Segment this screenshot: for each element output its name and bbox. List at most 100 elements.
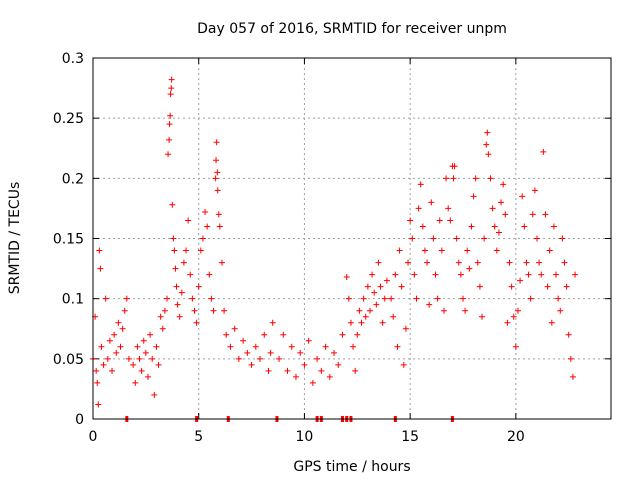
data-point <box>113 349 120 356</box>
data-point <box>297 349 304 356</box>
data-point <box>468 223 475 230</box>
data-point <box>563 283 570 290</box>
data-point <box>171 247 178 254</box>
y-tick-label: 0.3 <box>62 51 84 67</box>
data-point <box>172 265 179 272</box>
data-point <box>235 355 242 362</box>
data-point <box>481 235 488 242</box>
data-point <box>352 367 359 374</box>
data-point <box>572 271 579 278</box>
data-point <box>221 307 228 314</box>
data-point <box>510 313 517 320</box>
data-point <box>527 295 534 302</box>
data-point <box>244 349 251 356</box>
data-point <box>343 274 350 281</box>
data-point <box>187 271 194 278</box>
data-point <box>557 307 564 314</box>
data-point <box>280 331 287 338</box>
data-point <box>197 247 204 254</box>
plot-frame <box>92 57 612 420</box>
data-point <box>487 175 494 182</box>
data-point <box>173 283 180 290</box>
data-point <box>561 259 568 266</box>
data-point <box>407 217 414 224</box>
data-point <box>369 271 376 278</box>
data-point <box>546 247 553 254</box>
data-point <box>322 343 329 350</box>
data-point <box>231 325 238 332</box>
data-point <box>362 313 369 320</box>
data-point <box>402 325 409 332</box>
data-point <box>305 337 312 344</box>
data-point <box>176 313 183 320</box>
y-tick-label: 0.1 <box>62 292 84 308</box>
data-point <box>178 289 185 296</box>
data-point <box>371 289 378 296</box>
data-point <box>443 175 450 182</box>
data-point <box>548 319 555 326</box>
data-point <box>358 319 365 326</box>
data-point <box>502 211 509 218</box>
y-tick-label: 0.15 <box>53 232 84 248</box>
data-point <box>166 136 173 143</box>
data-point <box>489 205 496 212</box>
x-tick-label: 20 <box>507 429 525 445</box>
data-point <box>215 211 222 218</box>
data-point <box>498 199 505 206</box>
data-point <box>132 379 139 386</box>
data-point <box>159 325 166 332</box>
y-axis-label: SRMTID / TECUs <box>7 182 23 295</box>
data-point <box>476 283 483 290</box>
data-point <box>183 247 190 254</box>
data-point <box>309 379 316 386</box>
data-point <box>421 247 428 254</box>
data-point <box>479 313 486 320</box>
data-point <box>483 141 490 148</box>
data-point <box>430 235 437 242</box>
data-point <box>466 265 473 272</box>
data-point <box>550 223 557 230</box>
data-point <box>396 247 403 254</box>
data-point <box>525 271 532 278</box>
data-point <box>559 235 566 242</box>
chart-title: Day 057 of 2016, SRMTID for receiver unp… <box>197 21 507 37</box>
data-point <box>400 361 407 368</box>
data-point <box>345 295 352 302</box>
data-point <box>214 187 221 194</box>
data-point <box>538 271 545 278</box>
data-point <box>536 259 543 266</box>
data-point <box>462 307 469 314</box>
data-point <box>472 175 479 182</box>
data-point <box>93 367 100 374</box>
data-point <box>153 343 160 350</box>
data-point <box>326 373 333 380</box>
x-axis-label: GPS time / hours <box>293 459 410 475</box>
data-point <box>191 307 198 314</box>
data-point <box>521 223 528 230</box>
data-point <box>180 259 187 266</box>
data-point <box>170 235 177 242</box>
y-tick-label: 0.25 <box>53 111 84 127</box>
data-point <box>102 295 109 302</box>
data-point <box>121 307 128 314</box>
data-point <box>284 367 291 374</box>
data-point <box>130 361 137 368</box>
data-point <box>98 343 105 350</box>
data-point <box>117 343 124 350</box>
data-point <box>204 223 211 230</box>
data-point <box>144 373 151 380</box>
data-point <box>419 223 426 230</box>
data-point <box>450 175 457 182</box>
data-point <box>413 295 420 302</box>
data-point <box>451 163 458 170</box>
x-tick-label: 5 <box>194 429 203 445</box>
data-point <box>248 361 255 368</box>
data-point <box>212 175 219 182</box>
data-point <box>464 247 471 254</box>
data-point <box>553 271 560 278</box>
data-point <box>381 295 388 302</box>
data-point <box>119 325 126 332</box>
data-point <box>540 148 547 155</box>
data-point <box>455 259 462 266</box>
y-tick-label: 0.05 <box>53 352 84 368</box>
